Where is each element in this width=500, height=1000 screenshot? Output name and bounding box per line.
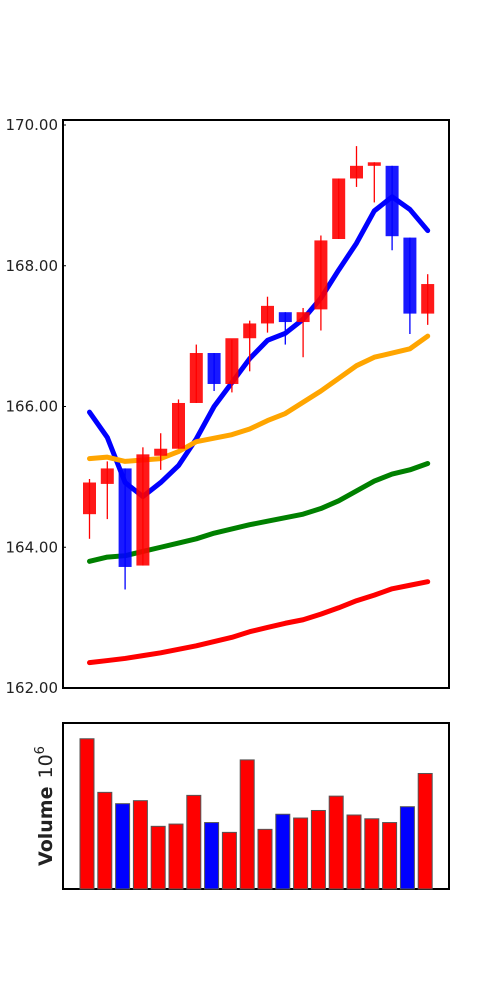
- candle: [403, 237, 417, 335]
- candle-body: [225, 338, 239, 384]
- series-line-2: [87, 333, 431, 464]
- candle-body: [100, 468, 114, 484]
- volume-axis-unit-exponent: 6: [33, 746, 48, 754]
- candle: [118, 468, 132, 590]
- volume-bar: [132, 800, 148, 890]
- candle: [154, 433, 168, 470]
- candle-body: [332, 178, 346, 240]
- candle-body: [118, 468, 132, 567]
- candle-body: [136, 454, 150, 566]
- candle-body: [83, 482, 96, 515]
- volume-bar: [239, 759, 255, 890]
- candle: [350, 146, 363, 187]
- series-line-4: [87, 579, 431, 666]
- candle: [278, 312, 292, 345]
- candle-body: [296, 312, 310, 323]
- volume-bar: [399, 806, 415, 890]
- candle-body: [385, 165, 399, 237]
- candle-body: [207, 353, 221, 384]
- candle: [367, 162, 381, 203]
- candle-body: [243, 323, 257, 339]
- volume-bar: [346, 814, 362, 890]
- volume-bar: [328, 795, 344, 890]
- y-tick-label: 162.00: [6, 679, 59, 697]
- series-line-1: [87, 194, 431, 500]
- candle: [225, 338, 239, 393]
- y-tick-label: 168.00: [6, 257, 59, 275]
- volume-bar: [257, 828, 273, 890]
- candle: [296, 307, 310, 358]
- volume-bar: [79, 738, 95, 890]
- candle-body: [261, 305, 274, 324]
- candle: [385, 165, 399, 251]
- y-tick-label: 164.00: [6, 538, 59, 556]
- volume-axis-label-text: Volume: [35, 787, 57, 866]
- candle: [332, 178, 346, 240]
- volume-bar: [293, 817, 309, 890]
- volume-panel-frame: [62, 722, 450, 890]
- volume-bar: [310, 809, 326, 890]
- candle-body: [403, 237, 417, 314]
- candle: [207, 353, 221, 392]
- candle: [136, 447, 150, 566]
- volume-bar: [150, 825, 166, 890]
- candle: [83, 478, 96, 539]
- candle-body: [314, 240, 328, 310]
- candle: [261, 296, 274, 333]
- volume-bar: [115, 803, 131, 890]
- candle: [100, 461, 114, 520]
- candle: [421, 274, 435, 325]
- volume-axis-unit: 10: [35, 754, 57, 778]
- candle-body: [350, 165, 363, 179]
- volume-bar: [186, 794, 202, 890]
- candle-body: [367, 162, 381, 166]
- candle: [243, 320, 257, 372]
- volume-bar: [417, 772, 433, 890]
- volume-panel: Volume 106: [33, 722, 450, 890]
- candle-body: [172, 402, 185, 449]
- volume-bar: [204, 822, 220, 890]
- candle-body: [154, 448, 168, 456]
- volume-bar: [97, 791, 113, 890]
- candle-body: [189, 353, 203, 403]
- candle: [172, 399, 185, 449]
- y-tick-label: 170.00: [6, 116, 59, 134]
- volume-bar: [275, 813, 291, 890]
- price-panel: 162.00 164.00 166.00 168.00 170.00: [6, 116, 450, 697]
- volume-bar: [364, 818, 380, 890]
- candle-body: [421, 284, 435, 314]
- volume-bar: [168, 823, 184, 890]
- volume-bar: [221, 831, 237, 890]
- y-tick-label: 166.00: [6, 398, 59, 416]
- candle: [189, 344, 203, 403]
- volume-bar: [382, 822, 398, 890]
- price-panel-frame: [62, 119, 450, 689]
- candle-body: [278, 312, 292, 323]
- volume-axis-label: Volume 106: [33, 746, 57, 866]
- candle: [314, 235, 328, 331]
